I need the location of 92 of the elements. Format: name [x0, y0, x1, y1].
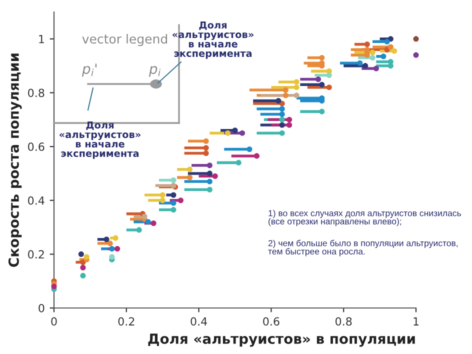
- annotation: Доля «альтруистов» в начале эксперимента: [172, 21, 254, 59]
- point: [326, 84, 332, 90]
- point: [206, 170, 212, 176]
- point: [364, 42, 370, 48]
- y-tick-label: 0: [38, 304, 44, 312]
- point: [388, 63, 394, 69]
- point: [80, 264, 86, 270]
- point: [160, 192, 166, 198]
- point: [109, 254, 115, 260]
- point: [170, 192, 176, 198]
- annotation: Доля «альтруистов» в начале эксперимента: [60, 121, 140, 159]
- point: [107, 240, 113, 246]
- point: [392, 48, 398, 54]
- point: [203, 138, 209, 144]
- point: [203, 145, 209, 151]
- point: [51, 284, 57, 290]
- point: [370, 50, 376, 56]
- point: [286, 116, 292, 122]
- y-tick-label: 0.8: [28, 88, 44, 98]
- point: [380, 54, 386, 60]
- x-axis-title: Доля «альтруистов» в популяции: [148, 334, 415, 347]
- point: [388, 36, 394, 42]
- point: [254, 153, 260, 159]
- y-tick-label: 0.2: [28, 250, 44, 259]
- point: [145, 219, 151, 225]
- point: [203, 150, 209, 156]
- point: [206, 186, 212, 192]
- point: [136, 227, 142, 233]
- point: [114, 246, 120, 252]
- point: [282, 92, 288, 98]
- point: [370, 54, 376, 61]
- point: [239, 130, 246, 136]
- point: [142, 214, 148, 220]
- point: [282, 87, 288, 93]
- point: [279, 122, 285, 128]
- point: [206, 178, 212, 184]
- point: [357, 60, 363, 66]
- x-tick-label: 0.8: [336, 317, 352, 326]
- point: [232, 128, 238, 134]
- point: [170, 200, 176, 206]
- point: [170, 177, 176, 183]
- point: [279, 106, 285, 112]
- point: [384, 38, 390, 44]
- x-tick-label: 1: [414, 317, 419, 326]
- point: [276, 98, 282, 104]
- y-tick-label: 0.4: [28, 196, 44, 205]
- annotation: p$_{i}$: [148, 66, 161, 77]
- point: [286, 122, 292, 128]
- point: [362, 63, 368, 69]
- point: [84, 254, 90, 260]
- y-tick-label: 1: [39, 35, 44, 44]
- annotation: vector legend: [82, 34, 167, 46]
- annotation: 1) во всех случаях доля альтруистов снизилась (все отрезки направлены влево);: [268, 210, 461, 226]
- point: [279, 130, 285, 136]
- point: [246, 146, 252, 152]
- point: [206, 162, 212, 168]
- x-tick-label: 0.4: [190, 317, 208, 326]
- annotation: 2) чем больше было в популяции альтруистов, тем быстрее она росла.: [268, 240, 458, 256]
- point: [109, 246, 115, 252]
- point: [186, 166, 193, 172]
- point: [80, 272, 86, 278]
- point: [413, 36, 419, 42]
- point: [319, 54, 325, 61]
- point: [104, 236, 110, 242]
- y-axis-title: Скорость роста популяции: [8, 54, 22, 267]
- point: [186, 174, 193, 180]
- y-tick-label: 0.6: [28, 142, 44, 151]
- point: [319, 108, 325, 114]
- point: [78, 251, 84, 257]
- x-tick-label: 0.6: [263, 317, 280, 326]
- point: [236, 160, 242, 166]
- point: [294, 84, 300, 90]
- point: [294, 79, 300, 85]
- point: [212, 173, 218, 179]
- point: [294, 92, 300, 98]
- point: [112, 235, 118, 241]
- point: [279, 116, 285, 122]
- point: [315, 76, 322, 82]
- point: [319, 82, 325, 88]
- point: [373, 66, 379, 72]
- point: [279, 111, 285, 118]
- point: [388, 44, 394, 50]
- point: [160, 198, 166, 204]
- x-tick-label: 0.2: [118, 317, 134, 326]
- point: [326, 72, 332, 78]
- x-tick-label: 0: [51, 317, 57, 326]
- annotation: p$_{i}$': [82, 64, 97, 77]
- point: [150, 220, 156, 226]
- point: [413, 52, 419, 58]
- point: [178, 198, 184, 204]
- point: [224, 130, 231, 136]
- point: [170, 207, 176, 213]
